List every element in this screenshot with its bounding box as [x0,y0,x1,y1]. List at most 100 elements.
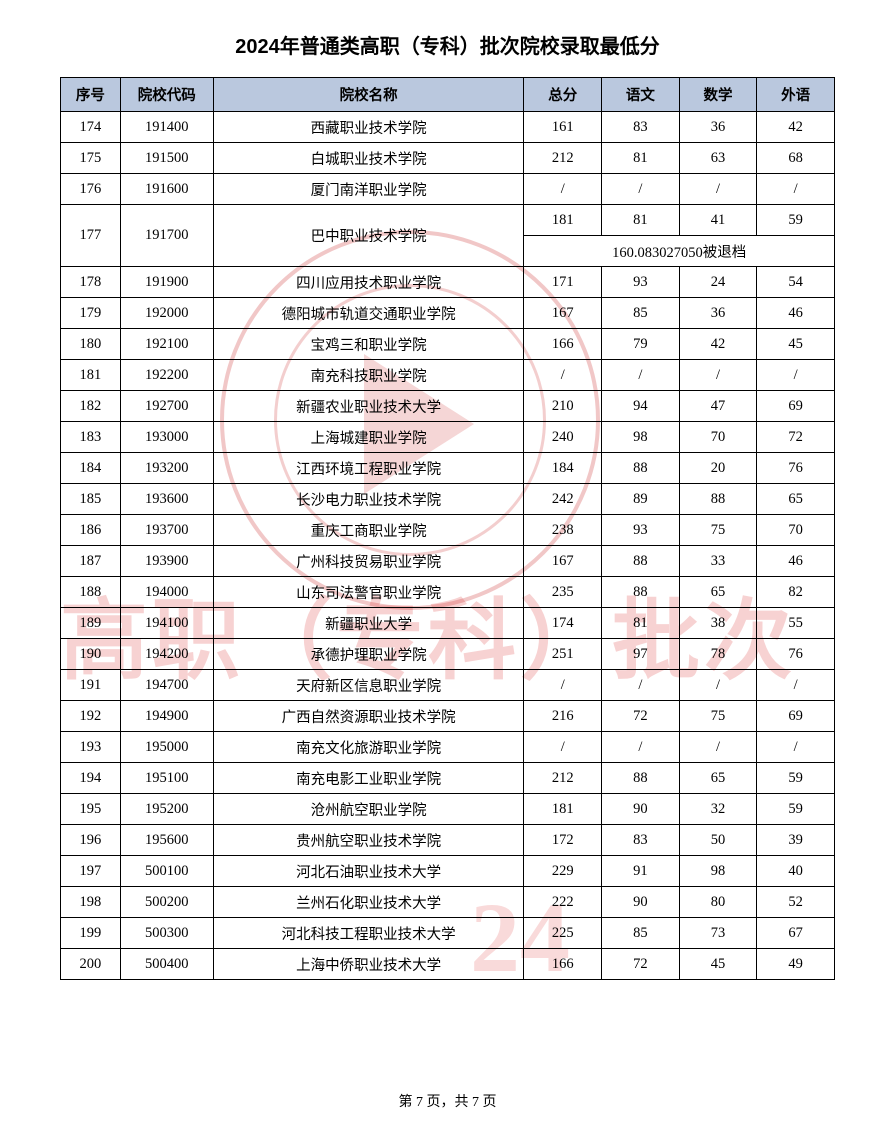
cell-chinese: 85 [602,918,680,949]
cell-foreign: 70 [757,515,835,546]
cell-chinese: / [602,670,680,701]
cell-math: 42 [679,329,757,360]
cell-foreign: / [757,360,835,391]
cell-chinese: / [602,174,680,205]
cell-name: 南充科技职业学院 [213,360,524,391]
cell-code: 195000 [120,732,213,763]
cell-foreign: 82 [757,577,835,608]
cell-index: 186 [61,515,121,546]
cell-name: 广州科技贸易职业学院 [213,546,524,577]
cell-code: 191500 [120,143,213,174]
cell-name: 西藏职业技术学院 [213,112,524,143]
cell-note: 160.083027050被退档 [524,236,835,267]
cell-math: 50 [679,825,757,856]
cell-index: 199 [61,918,121,949]
cell-name: 天府新区信息职业学院 [213,670,524,701]
col-header-index: 序号 [61,78,121,112]
cell-index: 183 [61,422,121,453]
cell-chinese: 81 [602,608,680,639]
cell-foreign: 65 [757,484,835,515]
cell-code: 500200 [120,887,213,918]
cell-name: 新疆农业职业技术大学 [213,391,524,422]
table-row: 177191700巴中职业技术学院181814159 [61,205,835,236]
table-row: 189194100新疆职业大学174813855 [61,608,835,639]
cell-chinese: 79 [602,329,680,360]
cell-chinese: / [602,732,680,763]
cell-code: 500100 [120,856,213,887]
cell-index: 189 [61,608,121,639]
cell-foreign: 49 [757,949,835,980]
cell-math: / [679,174,757,205]
table-row: 187193900广州科技贸易职业学院167883346 [61,546,835,577]
cell-chinese: / [602,360,680,391]
cell-total: / [524,670,602,701]
page-content: 2024年普通类高职（专科）批次院校录取最低分 序号 院校代码 院校名称 总分 … [0,0,895,980]
cell-total: 184 [524,453,602,484]
cell-index: 177 [61,205,121,267]
cell-foreign: 76 [757,453,835,484]
page-footer: 第 7 页，共 7 页 [0,1091,895,1111]
cell-name: 沧州航空职业学院 [213,794,524,825]
cell-foreign: 69 [757,701,835,732]
cell-index: 185 [61,484,121,515]
cell-chinese: 91 [602,856,680,887]
cell-code: 500300 [120,918,213,949]
cell-math: 73 [679,918,757,949]
cell-foreign: / [757,174,835,205]
table-header-row: 序号 院校代码 院校名称 总分 语文 数学 外语 [61,78,835,112]
cell-name: 德阳城市轨道交通职业学院 [213,298,524,329]
cell-foreign: / [757,670,835,701]
cell-math: 78 [679,639,757,670]
cell-math: 36 [679,112,757,143]
cell-math: 38 [679,608,757,639]
cell-total: 216 [524,701,602,732]
cell-math: 24 [679,267,757,298]
table-row: 183193000上海城建职业学院240987072 [61,422,835,453]
cell-code: 191900 [120,267,213,298]
cell-code: 194700 [120,670,213,701]
cell-foreign: 76 [757,639,835,670]
cell-name: 新疆职业大学 [213,608,524,639]
cell-total: 166 [524,949,602,980]
col-header-chinese: 语文 [602,78,680,112]
cell-name: 白城职业技术学院 [213,143,524,174]
cell-index: 197 [61,856,121,887]
table-row: 186193700重庆工商职业学院238937570 [61,515,835,546]
cell-math: 88 [679,484,757,515]
cell-chinese: 85 [602,298,680,329]
cell-index: 181 [61,360,121,391]
cell-math: 45 [679,949,757,980]
cell-code: 194000 [120,577,213,608]
cell-chinese: 88 [602,763,680,794]
table-row: 180192100宝鸡三和职业学院166794245 [61,329,835,360]
cell-foreign: 59 [757,794,835,825]
cell-name: 宝鸡三和职业学院 [213,329,524,360]
table-row: 197500100河北石油职业技术大学229919840 [61,856,835,887]
cell-code: 195600 [120,825,213,856]
cell-name: 厦门南洋职业学院 [213,174,524,205]
cell-code: 192200 [120,360,213,391]
cell-chinese: 81 [602,143,680,174]
cell-total: 172 [524,825,602,856]
cell-foreign: 68 [757,143,835,174]
cell-total: 251 [524,639,602,670]
cell-foreign: 55 [757,608,835,639]
cell-index: 200 [61,949,121,980]
cell-total: 181 [524,794,602,825]
cell-total: / [524,732,602,763]
cell-total: 171 [524,267,602,298]
cell-foreign: 40 [757,856,835,887]
table-row: 191194700天府新区信息职业学院//// [61,670,835,701]
cell-total: 235 [524,577,602,608]
cell-code: 195100 [120,763,213,794]
cell-math: 41 [679,205,757,236]
col-header-foreign: 外语 [757,78,835,112]
table-row: 178191900四川应用技术职业学院171932454 [61,267,835,298]
cell-name: 兰州石化职业技术大学 [213,887,524,918]
cell-foreign: 42 [757,112,835,143]
cell-name: 承德护理职业学院 [213,639,524,670]
cell-math: / [679,360,757,391]
cell-math: 70 [679,422,757,453]
table-row: 184193200江西环境工程职业学院184882076 [61,453,835,484]
table-row: 174191400西藏职业技术学院161833642 [61,112,835,143]
